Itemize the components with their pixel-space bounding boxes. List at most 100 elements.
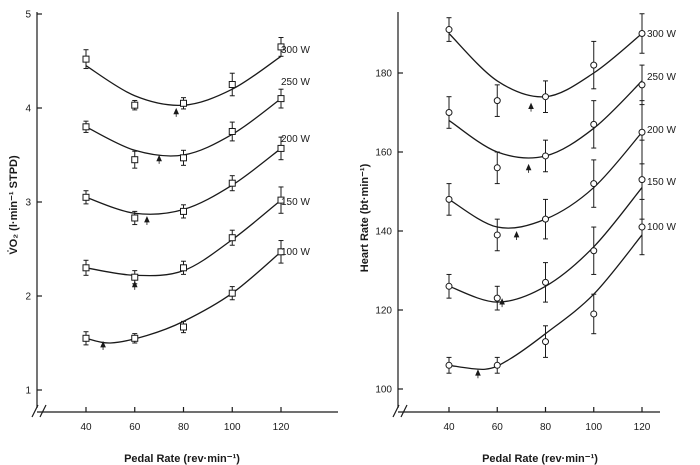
data-point [493,361,501,369]
minimum-arrow [144,215,150,225]
data-point [493,231,501,239]
data-point [131,334,139,342]
vo2-xlabel: Pedal Rate (rev·min⁻¹) [124,453,240,465]
data-point [542,152,549,160]
hr-series-100w: 100 W [445,198,676,379]
data-point [590,247,598,255]
hr-xtick-label: 100 [585,422,602,433]
data-point [590,61,598,69]
data-point [638,223,646,231]
vo2-series-150w: 150 W [82,186,310,290]
vo2-xtick-label: 100 [224,422,241,433]
minimum-arrow [173,107,179,117]
series-label: 100 W [647,222,676,233]
vo2-ytick-label: 2 [25,292,31,303]
series-label: 200 W [281,134,310,145]
data-point [445,109,453,116]
fit-curve [85,251,282,344]
data-point [493,294,501,302]
vo2-chart: Pedal Rate (rev·min⁻¹) V̇O₂ (l·min⁻¹ STP… [7,10,338,465]
data-point [542,93,549,101]
data-point [180,154,187,162]
vo2-xtick-label: 120 [273,422,290,433]
data-point [180,323,187,331]
series-label: 300 W [281,45,310,56]
data-point [131,273,139,281]
data-point [82,334,90,342]
data-point [542,278,549,286]
data-point [542,215,549,223]
data-point [131,156,139,164]
hr-series-300w: 300 W [445,13,676,117]
data-point [82,264,90,272]
data-point [493,164,501,172]
vo2-axis-break [31,404,47,418]
data-point [493,97,501,105]
minimum-arrow [499,298,505,308]
vo2-ytick-label: 1 [25,386,31,397]
minimum-arrow [525,163,532,173]
data-point [277,248,285,256]
series-label: 150 W [647,177,676,188]
heart-rate-ylabel: Heart Rate (bt·min⁻¹) [359,163,371,272]
hr-series-250w: 250 W [445,64,676,185]
hr-ytick-label: 180 [375,69,392,80]
hr-ytick-label: 160 [375,148,392,159]
series-label: 300 W [647,29,676,40]
vo2-xtick-label: 40 [80,422,92,433]
data-point [638,128,646,136]
series-label: 250 W [647,72,676,83]
vo2-ytick-label: 3 [25,198,31,209]
data-point [590,120,598,128]
series-label: 200 W [647,125,676,136]
data-point [542,338,549,346]
minimum-arrow [100,341,106,350]
series-label: 250 W [281,77,310,88]
data-point [445,361,453,369]
data-point [180,264,187,272]
data-point [228,234,236,242]
data-point [131,214,139,222]
vo2-xtick-label: 80 [178,422,190,433]
data-point [228,289,236,297]
hr-xtick-label: 120 [634,422,651,433]
hr-xtick-label: 80 [540,422,552,433]
hr-xtick-label: 40 [443,422,455,433]
data-point [228,179,236,187]
vo2-series-250w: 250 W [82,77,310,169]
data-point [131,101,139,109]
series-label: 100 W [281,247,310,258]
vo2-series-100w: 100 W [82,240,310,350]
data-point [590,310,598,318]
hr-xtick-label: 60 [492,422,504,433]
vo2-ylabel: V̇O₂ (l·min⁻¹ STPD) [7,155,20,255]
hr-ytick-label: 120 [375,306,392,317]
vo2-series-300w: 300 W [82,37,310,117]
heart-rate-xlabel: Pedal Rate (rev·min⁻¹) [482,453,598,465]
data-point [638,81,646,89]
series-label: 150 W [281,197,310,208]
data-point [180,99,187,107]
minimum-arrow [513,230,520,240]
data-point [445,195,453,203]
minimum-arrow [156,154,162,164]
vo2-ytick-label: 5 [25,10,31,21]
fit-curve [448,234,643,371]
data-point [445,282,453,290]
data-point [228,81,236,88]
heart-rate-chart: Pedal Rate (rev·min⁻¹) Heart Rate (bt·mi… [359,12,676,465]
minimum-arrow [475,369,481,379]
data-point [228,128,236,135]
vo2-xtick-label: 60 [129,422,141,433]
data-point [638,30,646,37]
hr-series-200w: 200 W [445,100,676,252]
hr-ytick-label: 140 [375,227,392,238]
vo2-series-200w: 200 W [82,134,310,226]
minimum-arrow [528,102,534,112]
hr-ytick-label: 100 [375,385,392,396]
data-point [590,180,598,188]
data-point [82,55,90,63]
data-point [445,26,453,34]
data-point [277,95,285,103]
